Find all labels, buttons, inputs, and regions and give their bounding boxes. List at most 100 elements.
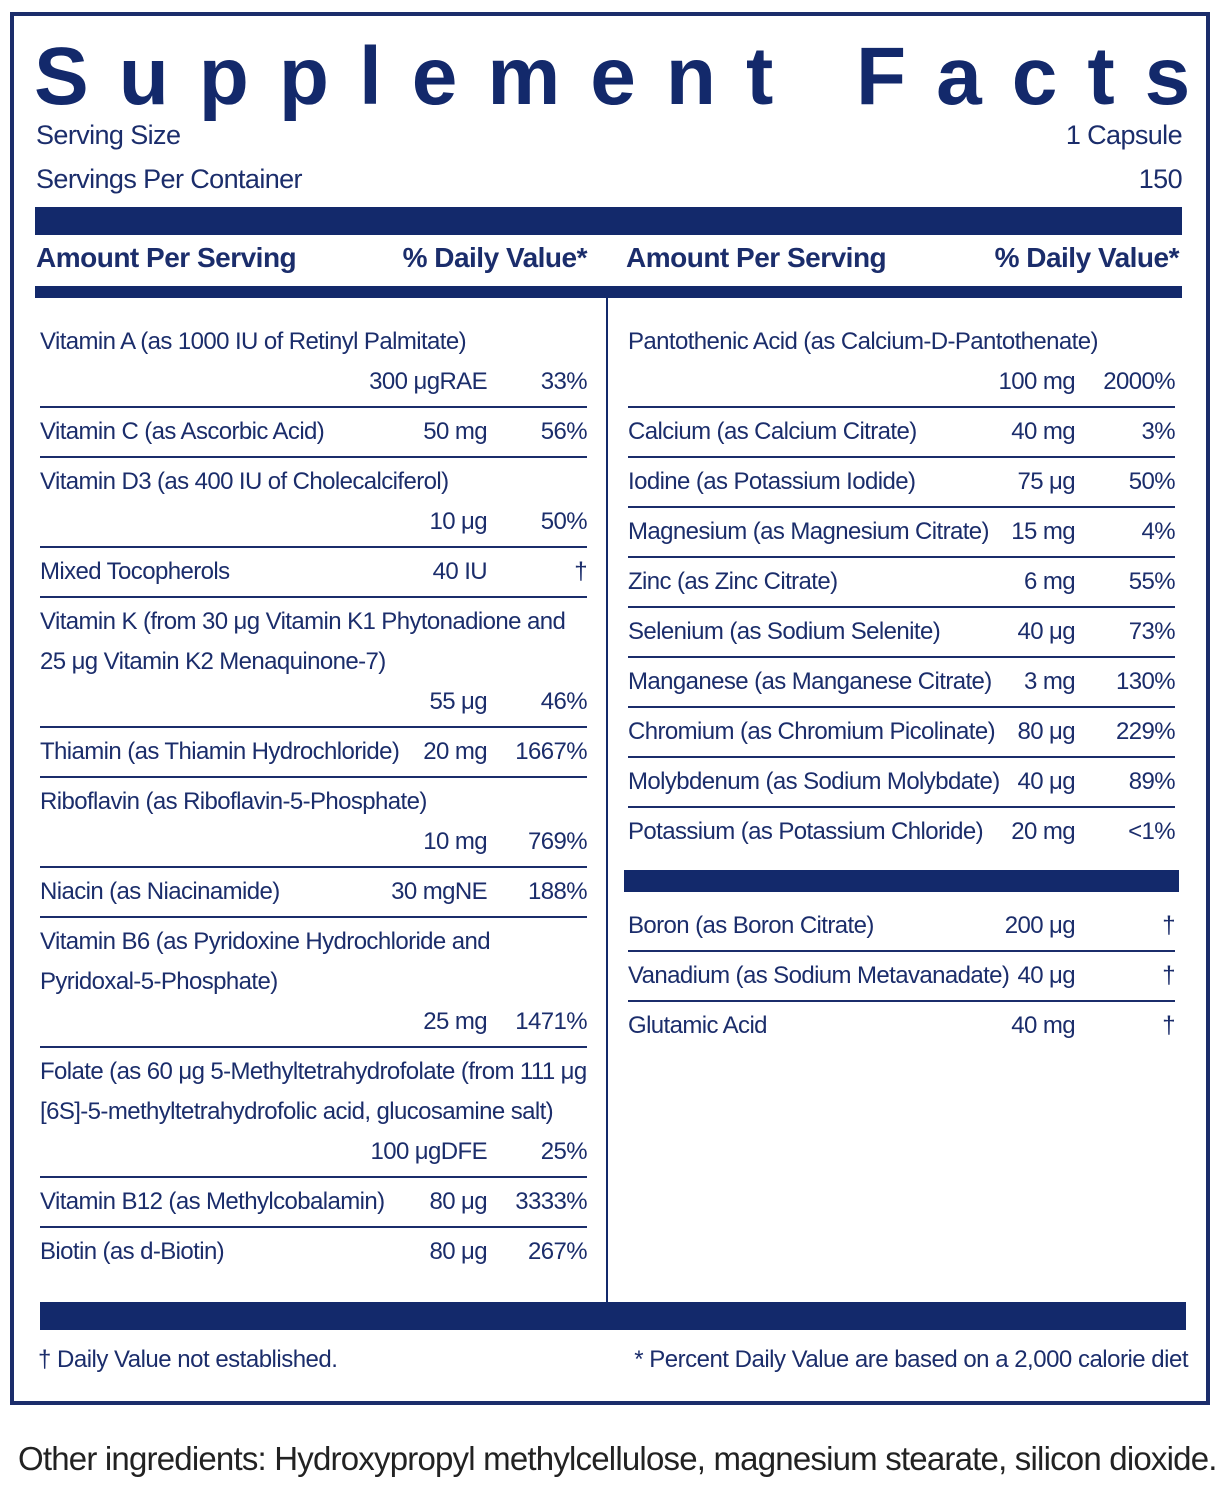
amount: 40 IU xyxy=(432,558,488,585)
daily-value: 1667% xyxy=(515,738,587,765)
nutrient-name: Folate (as 60 μg 5-Methyltetrahydrofolat… xyxy=(40,1058,587,1125)
nutrient-values: 300 μgRAE 33% xyxy=(369,362,587,402)
header-amount: Amount Per Serving xyxy=(36,242,297,273)
nutrient-row: Vitamin D3 (as 400 IU of Cholecalciferol… xyxy=(40,458,588,548)
amount: 40 μg xyxy=(1017,768,1075,795)
nutrient-values: 10 μg 50% xyxy=(429,502,587,542)
column-header: Amount Per Serving % Daily Value* xyxy=(626,242,1180,274)
footnote: † Daily Value not established. xyxy=(38,1346,338,1373)
nutrient-name: Glutamic Acid xyxy=(628,1012,768,1039)
daily-value: 130% xyxy=(1116,668,1176,695)
nutrient-values: 15 mg 4% xyxy=(1011,512,1175,552)
nutrient-column: Vitamin A (as 1000 IU of Retinyl Palmita… xyxy=(40,318,588,1276)
nutrient-name: Potassium (as Potassium Chloride) xyxy=(628,818,984,845)
nutrient-row: Magnesium (as Magnesium Citrate) 15 mg 4% xyxy=(628,508,1176,558)
nutrient-name: Manganese (as Manganese Citrate) xyxy=(628,668,992,695)
section-bar xyxy=(624,870,1179,892)
nutrient-values: 55 μg 46% xyxy=(429,682,587,722)
daily-value: 3333% xyxy=(515,1188,587,1215)
nutrient-name: Riboflavin (as Riboflavin-5-Phosphate) xyxy=(40,788,427,815)
amount: 20 mg xyxy=(1011,818,1075,845)
nutrient-values: 40 IU † xyxy=(432,552,588,592)
nutrient-name: Zinc (as Zinc Citrate) xyxy=(628,568,838,595)
nutrient-row: Molybdenum (as Sodium Molybdate) 40 μg 89% xyxy=(628,758,1176,808)
amount: 25 mg xyxy=(423,1008,487,1035)
amount: 40 mg xyxy=(1011,1012,1075,1039)
nutrient-row: Manganese (as Manganese Citrate) 3 mg 130% xyxy=(628,658,1176,708)
amount: 300 μgRAE xyxy=(369,368,487,395)
nutrient-name: Calcium (as Calcium Citrate) xyxy=(628,418,917,445)
nutrient-name: Thiamin (as Thiamin Hydrochloride) xyxy=(40,738,400,765)
nutrient-values: 10 mg 769% xyxy=(423,822,587,862)
serving-value: 1 Capsule xyxy=(1065,120,1183,150)
nutrient-name: Vitamin A (as 1000 IU of Retinyl Palmita… xyxy=(40,328,467,355)
daily-value: 55% xyxy=(1128,568,1176,595)
nutrient-name: Biotin (as d-Biotin) xyxy=(40,1238,225,1265)
nutrient-name: Vitamin B6 (as Pyridoxine Hydrochloride … xyxy=(40,928,491,995)
daily-value: 89% xyxy=(1128,768,1176,795)
serving-label: Servings Per Container xyxy=(36,164,303,194)
amount: 40 μg xyxy=(1017,962,1075,989)
nutrient-name: Vitamin B12 (as Methylcobalamin) xyxy=(40,1188,385,1215)
daily-value: 3% xyxy=(1141,418,1176,445)
nutrient-row: Niacin (as Niacinamide) 30 mgNE 188% xyxy=(40,868,588,918)
divider-bar xyxy=(40,1302,1186,1330)
daily-value: 2000% xyxy=(1103,368,1175,395)
divider-bar xyxy=(35,286,1182,298)
header-dv: % Daily Value* xyxy=(994,242,1180,273)
nutrient-values: 40 μg 89% xyxy=(1017,762,1175,802)
servings-per-container: Servings Per Container 150 xyxy=(36,164,1183,195)
nutrient-row: Potassium (as Potassium Chloride) 20 mg <1… xyxy=(628,808,1176,856)
daily-value: 4% xyxy=(1141,518,1176,545)
nutrient-row: Pantothenic Acid (as Calcium-D-Pantothen… xyxy=(628,318,1176,408)
nutrient-row: Glutamic Acid 40 mg † xyxy=(628,1002,1176,1050)
nutrient-values: 6 mg 55% xyxy=(1024,562,1176,602)
amount: 3 mg xyxy=(1024,668,1076,695)
serving-size: Serving Size 1 Capsule xyxy=(36,120,1183,151)
amount: 55 μg xyxy=(429,688,487,715)
amount: 50 mg xyxy=(423,418,487,445)
amount: 100 μgDFE xyxy=(370,1138,488,1165)
nutrient-row: Vanadium (as Sodium Metavanadate) 40 μg † xyxy=(628,952,1176,1002)
daily-value: 73% xyxy=(1128,618,1176,645)
amount: 20 mg xyxy=(423,738,487,765)
nutrient-name: Chromium (as Chromium Picolinate) xyxy=(628,718,996,745)
nutrient-row: Iodine (as Potassium Iodide) 75 μg 50% xyxy=(628,458,1176,508)
amount: 100 mg xyxy=(998,368,1076,395)
nutrient-name: Mixed Tocopherols xyxy=(40,558,230,585)
nutrient-name: Selenium (as Sodium Selenite) xyxy=(628,618,941,645)
daily-value: 188% xyxy=(528,878,588,905)
amount: 200 μg xyxy=(1004,912,1076,939)
header-amount: Amount Per Serving xyxy=(626,242,887,273)
nutrient-name: Pantothenic Acid (as Calcium-D-Pantothen… xyxy=(628,328,1098,355)
label-box: Supplement Facts Serving Size 1 Capsule … xyxy=(10,12,1210,1405)
nutrient-values: 200 μg † xyxy=(1004,906,1176,946)
daily-value: 229% xyxy=(1116,718,1176,745)
nutrient-name: Iodine (as Potassium Iodide) xyxy=(628,468,916,495)
daily-value: † xyxy=(574,558,587,585)
amount: 80 μg xyxy=(1017,718,1075,745)
nutrient-row: Chromium (as Chromium Picolinate) 80 μg 22… xyxy=(628,708,1176,758)
divider-bar xyxy=(35,207,1182,235)
daily-value: 25% xyxy=(540,1138,588,1165)
amount: 15 mg xyxy=(1011,518,1075,545)
amount: 40 mg xyxy=(1011,418,1075,445)
title: Supplement Facts xyxy=(34,31,1210,122)
nutrient-row: Mixed Tocopherols 40 IU † xyxy=(40,548,588,598)
amount: 10 μg xyxy=(429,508,487,535)
nutrient-name: Molybdenum (as Sodium Molybdate) xyxy=(628,768,1000,795)
nutrient-row: Calcium (as Calcium Citrate) 40 mg 3% xyxy=(628,408,1176,458)
nutrient-name: Vitamin C (as Ascorbic Acid) xyxy=(40,418,325,445)
nutrient-name: Vanadium (as Sodium Metavanadate) xyxy=(628,962,1010,989)
amount: 75 μg xyxy=(1017,468,1075,495)
daily-value: 56% xyxy=(540,418,588,445)
column-divider xyxy=(606,298,608,1302)
nutrient-values: 40 μg 73% xyxy=(1017,612,1175,652)
amount: 6 mg xyxy=(1024,568,1076,595)
daily-value: 50% xyxy=(540,508,588,535)
nutrient-values: 40 μg † xyxy=(1017,956,1175,996)
other-ingredients: Other ingredients: Hydroxypropyl methylc… xyxy=(18,1440,1217,1477)
nutrient-row: Vitamin B12 (as Methylcobalamin) 80 μg 333… xyxy=(40,1178,588,1228)
nutrient-values: 80 μg 229% xyxy=(1017,712,1175,752)
